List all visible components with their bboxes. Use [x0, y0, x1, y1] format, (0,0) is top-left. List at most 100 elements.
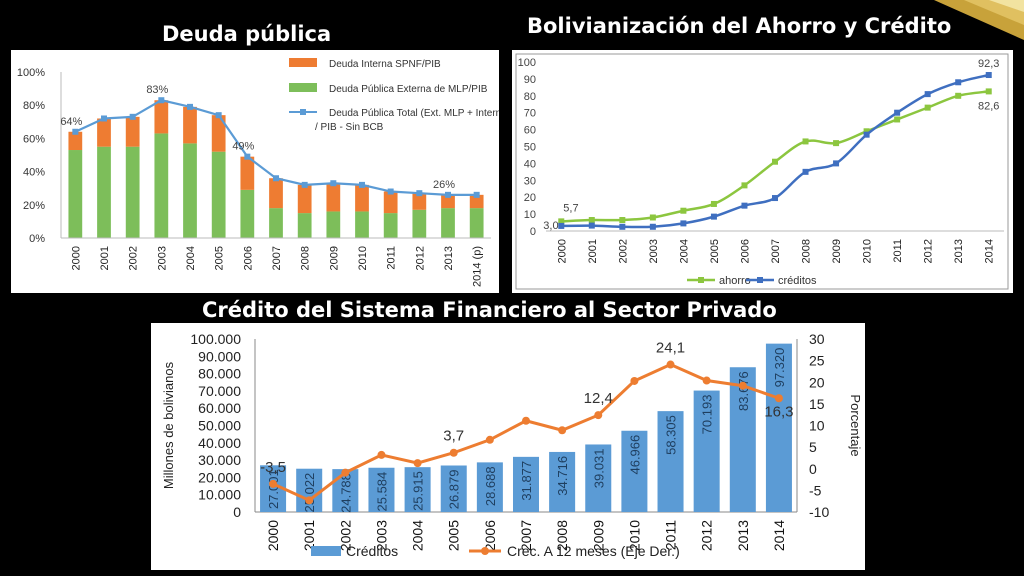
growth-marker: [485, 435, 494, 444]
bar-externa: [183, 143, 197, 238]
growth-label: -3,5: [260, 459, 286, 476]
x-tick-label: 2007: [770, 239, 782, 263]
legend-label-growth: Crec. A 12 meses (Eje Der.): [507, 543, 680, 559]
x-tick-label: 2005: [709, 239, 721, 263]
y-tick-label: 100%: [17, 67, 45, 79]
bar-externa: [355, 211, 369, 238]
y2-tick-label: 5: [809, 439, 817, 455]
y-tick-label: 100: [518, 57, 536, 69]
y-tick-label: 100.000: [190, 331, 241, 347]
data-label: 5,7: [563, 202, 578, 214]
growth-label: 24,1: [656, 340, 685, 357]
marker-ahorro: [558, 218, 565, 225]
total-marker: [330, 180, 337, 187]
x-tick-label: 2008: [554, 520, 570, 551]
total-marker: [473, 191, 480, 198]
x-tick-label: 2003: [373, 520, 389, 551]
total-marker: [416, 190, 423, 197]
growth-marker: [774, 394, 783, 403]
legend-swatch-interna: [289, 58, 317, 67]
x-tick-label: 2005: [214, 246, 226, 270]
y-tick-label: 0%: [29, 233, 45, 245]
growth-marker: [558, 426, 567, 435]
x-tick-label: 2013: [953, 239, 965, 263]
data-label: 49%: [232, 141, 254, 153]
x-tick-label: 2007: [518, 520, 534, 551]
legend-label-creditos: Créditos: [346, 543, 398, 559]
legend-marker-growth: [481, 547, 489, 555]
marker-creditos: [924, 91, 931, 98]
x-tick-label: 2003: [648, 239, 660, 263]
x-tick-label: 2012: [699, 520, 715, 551]
bar-label: 97.320: [772, 348, 787, 388]
x-tick-label: 2007: [271, 246, 283, 270]
marker-ahorro: [619, 217, 626, 224]
bar-label: 25.915: [411, 471, 426, 511]
x-tick-label: 2013: [735, 520, 751, 551]
growth-marker: [738, 381, 747, 390]
credito-bar: [476, 462, 503, 512]
marker-creditos: [710, 213, 717, 220]
bar-externa: [269, 208, 283, 238]
y-tick-label: 40%: [23, 167, 45, 179]
y2-tick-label: 15: [809, 396, 825, 412]
marker-ahorro: [588, 217, 595, 224]
marker-ahorro: [710, 200, 717, 207]
bar-interna: [412, 193, 427, 210]
legend-swatch-creditos: [311, 546, 341, 556]
bar-interna: [154, 100, 169, 134]
growth-label: 3,7: [443, 428, 464, 445]
chart-bolivianizacion: 0 10 20 30 40 50 60 70 80 90 100 2000 2001 2002 2003 20…: [515, 53, 1009, 290]
bar-externa: [97, 146, 111, 238]
y-tick-label: 40: [524, 158, 536, 170]
x-tick-label: 2002: [337, 520, 353, 551]
x-tick-label: 2010: [626, 520, 642, 551]
line-creditos: [561, 73, 990, 229]
x-tick-label: 2001: [99, 246, 111, 270]
x-tick-label: 2008: [300, 246, 312, 270]
legend-label-creditos: créditos: [778, 275, 817, 287]
bar-interna: [355, 184, 369, 212]
bar-interna: [240, 156, 255, 190]
y-tick-label: 80.000: [198, 366, 241, 382]
y2-tick-label: 25: [809, 353, 825, 369]
total-marker: [445, 191, 451, 198]
y-tick-label: 10: [524, 209, 536, 221]
marker-ahorro: [894, 116, 901, 123]
bar-externa: [68, 150, 83, 238]
growth-marker: [413, 459, 422, 468]
x-tick-label: 2012: [414, 246, 426, 270]
growth-marker: [341, 468, 350, 477]
y-tick-label: 10.000: [198, 487, 241, 503]
x-tick-label: 2010: [862, 239, 874, 263]
x-tick-label: 2001: [301, 520, 317, 551]
credito-bar: [404, 467, 431, 512]
marker-creditos: [741, 202, 748, 209]
x-tick-label: 2008: [801, 239, 813, 263]
x-tick-label: 2004: [185, 246, 197, 270]
marker-ahorro: [955, 92, 962, 99]
x-tick-label: 2006: [242, 246, 254, 270]
bar-label: 34.716: [555, 456, 570, 496]
credito-bar: [440, 465, 467, 512]
y-axis-label: Millones de bolivianos: [161, 361, 176, 489]
growth-label: 16,3: [764, 403, 793, 420]
total-marker: [273, 175, 279, 182]
chart-deuda: 0% 20% 40% 60% 80% 100% 2000 2001 2002 2003 2004 20…: [17, 58, 510, 287]
credito-bar: [512, 456, 540, 512]
bar-interna: [326, 183, 341, 212]
x-tick-label: 2004: [410, 520, 426, 551]
bar-label: 24.788: [338, 473, 353, 513]
credito-bar: [657, 411, 684, 512]
total-marker: [244, 153, 251, 160]
bar-label: 70.193: [700, 395, 715, 435]
bar-interna: [183, 106, 197, 144]
marker-creditos: [985, 72, 992, 79]
growth-label: 12,4: [584, 390, 613, 407]
y2-tick-label: 10: [809, 418, 825, 434]
x-tick-label: 2013: [443, 246, 455, 270]
marker-creditos: [802, 168, 809, 175]
bar-label: 26.879: [447, 469, 462, 509]
x-tick-label: 2000: [265, 520, 281, 551]
y-tick-label: 50.000: [198, 418, 241, 434]
